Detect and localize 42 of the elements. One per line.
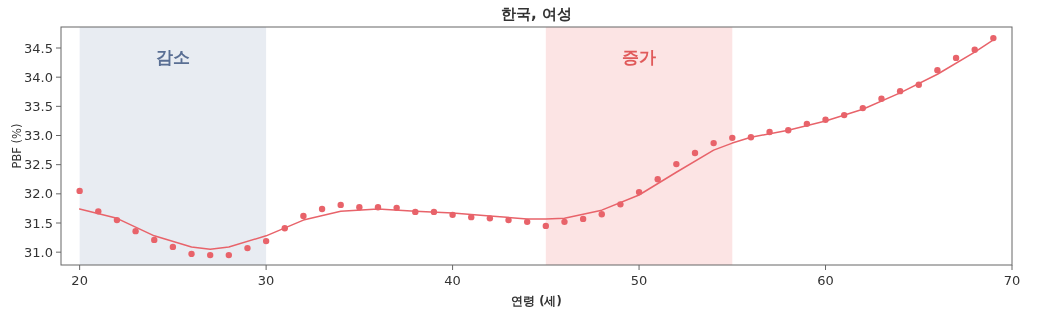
point xyxy=(710,139,717,147)
band-label: 증가 xyxy=(622,47,657,67)
point xyxy=(561,218,568,226)
point xyxy=(934,66,941,74)
y-axis-title: PBF (%) xyxy=(10,123,24,169)
y-tick-label: 31.5 xyxy=(24,215,53,231)
point xyxy=(151,236,158,244)
x-tick-label: 60 xyxy=(817,273,834,288)
x-tick-label: 40 xyxy=(444,273,461,288)
x-tick-label: 30 xyxy=(257,273,275,288)
y-tick-label: 33.0 xyxy=(24,128,53,143)
point xyxy=(225,251,233,259)
y-tick-label: 34.0 xyxy=(24,69,53,85)
point xyxy=(76,187,83,195)
point xyxy=(579,215,587,223)
chart-title: 한국, 여성 xyxy=(501,5,572,23)
y-tick-label: 31.0 xyxy=(24,244,53,260)
point xyxy=(300,212,307,220)
point xyxy=(206,251,214,259)
point xyxy=(318,205,326,213)
point xyxy=(729,134,736,142)
y-tick-label: 32.0 xyxy=(24,186,53,202)
point xyxy=(337,201,344,209)
x-axis-title: 연령 (세) xyxy=(511,294,562,308)
point xyxy=(132,227,139,235)
point xyxy=(673,160,680,168)
x-tick-label: 50 xyxy=(630,273,648,288)
x-tick-label: 70 xyxy=(1003,273,1021,288)
x-tick-label: 20 xyxy=(71,273,88,288)
point xyxy=(244,244,251,252)
point xyxy=(654,176,661,183)
point xyxy=(262,237,270,245)
point xyxy=(691,149,699,157)
point xyxy=(952,54,960,62)
band-label: 감소 xyxy=(155,47,190,67)
y-tick-label: 32.5 xyxy=(24,157,53,173)
y-tick-label: 34.5 xyxy=(24,40,53,56)
point xyxy=(188,250,195,258)
point xyxy=(598,211,605,218)
point xyxy=(169,243,177,251)
point xyxy=(542,222,550,230)
y-tick-label: 33.5 xyxy=(24,98,53,114)
